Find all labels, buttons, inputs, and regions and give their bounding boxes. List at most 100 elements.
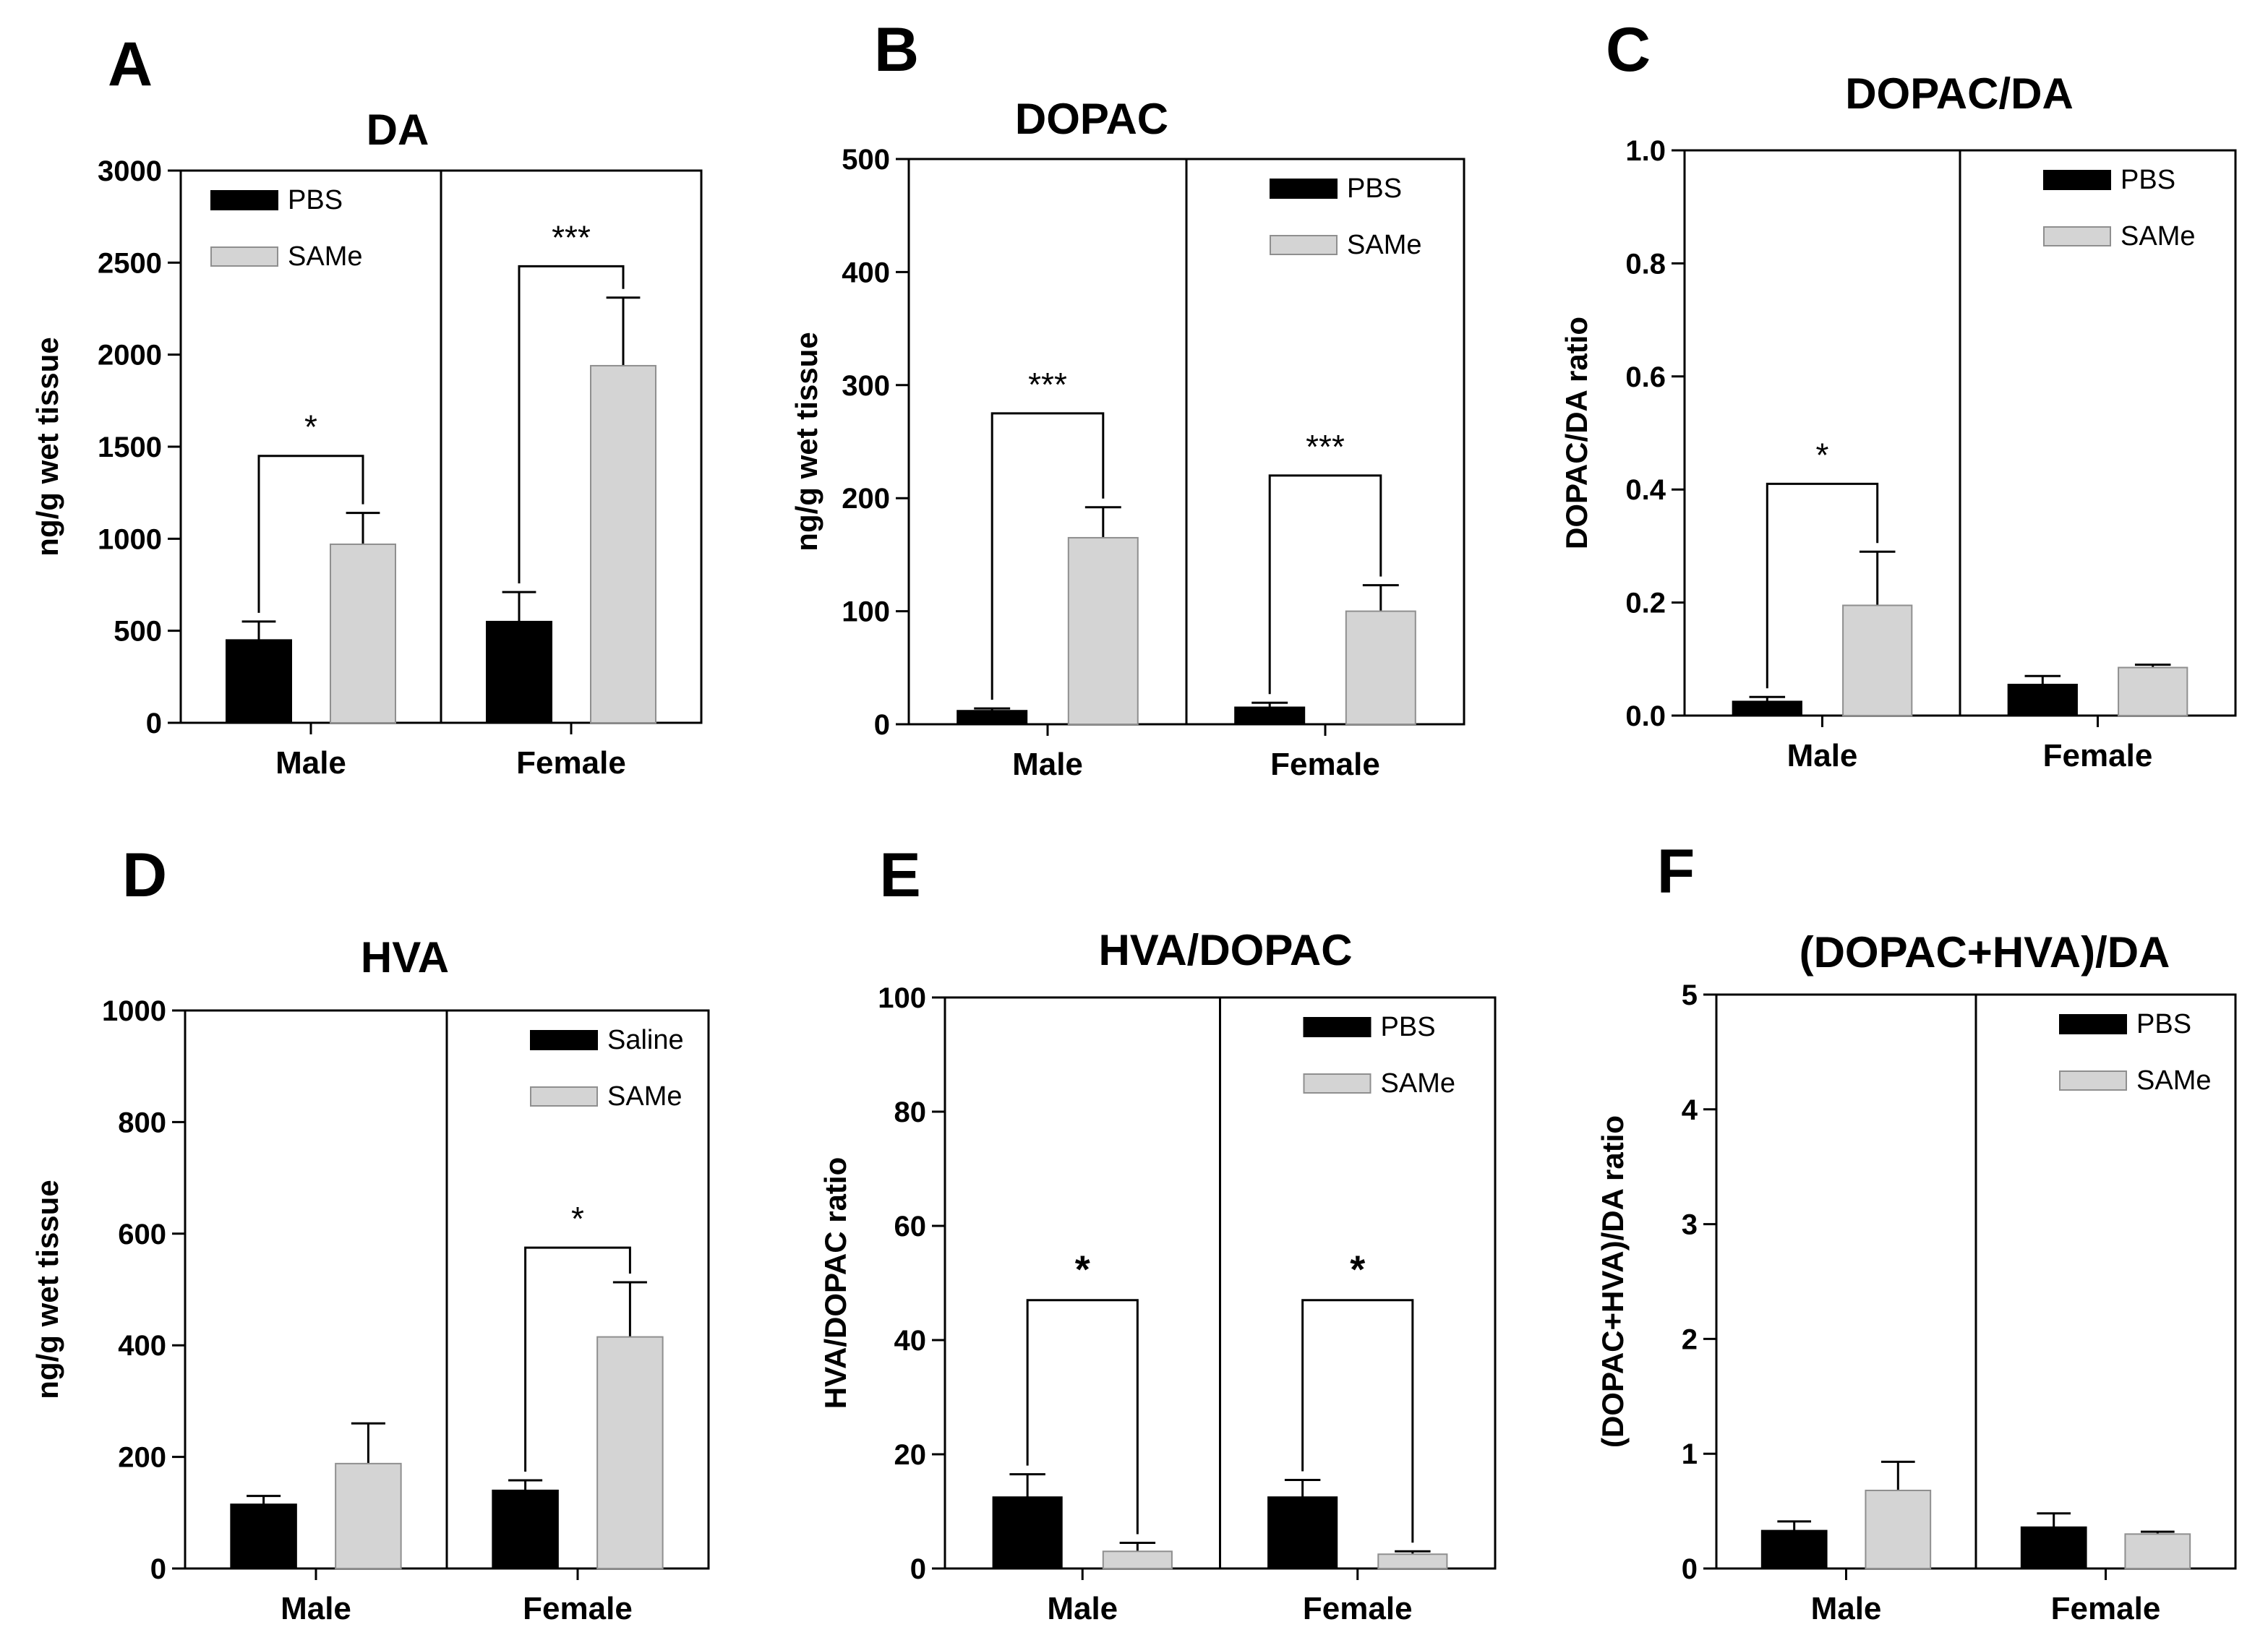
bar-pbs-female <box>486 620 552 724</box>
chart-panel-a: A DA 0 500 1000 1500 2000 2500 3000 ng/g wet tiss… <box>30 30 703 781</box>
bar-same-male <box>1067 536 1139 725</box>
y-tick-label: 80 <box>894 1096 927 1128</box>
legend-label: Saline <box>607 1025 684 1055</box>
y-tick-label: 60 <box>894 1211 927 1243</box>
bar-pbs-female <box>1267 1496 1338 1569</box>
bar-pbs-female <box>2007 683 2078 716</box>
y-axis-label: DOPAC/DA ratio <box>1559 317 1593 549</box>
y-tick-label: 0 <box>910 1553 926 1585</box>
x-tick-label: Female <box>523 1591 633 1626</box>
x-tick-label: Male <box>1787 738 1858 773</box>
y-tick-label: 3000 <box>98 155 162 187</box>
x-tick-label: Male <box>275 745 346 781</box>
y-axis-label: ng/g wet tissue <box>789 332 823 551</box>
legend-swatch <box>1270 235 1338 255</box>
legend-label: PBS <box>2136 1009 2191 1039</box>
y-tick-label: 5 <box>1682 979 1698 1011</box>
legend-label: SAMe <box>1381 1068 1455 1099</box>
legend-swatch <box>1303 1017 1372 1037</box>
chart-panel-c: C DOPAC/DA 0.0 0.2 0.4 0.6 0.8 1.0 DOPAC/DA rati… <box>1559 15 2237 773</box>
legend-swatch <box>2059 1070 2127 1091</box>
bar-same-male <box>1842 604 1913 717</box>
legend-swatch <box>530 1086 598 1107</box>
legend-label: SAMe <box>1347 230 1421 260</box>
y-tick-label: 500 <box>842 144 890 176</box>
y-axis-label: HVA/DOPAC ratio <box>818 1157 852 1409</box>
significance-label: *** <box>1306 428 1345 465</box>
chart-title: DA <box>367 106 429 154</box>
bar-same-male <box>330 543 396 724</box>
chart-panel-e: E HVA/DOPAC 0 20 40 60 80 100 HVA/DOPAC ratio Mal… <box>818 841 1497 1626</box>
x-tick-label: Female <box>1270 747 1380 782</box>
x-tick-label: Male <box>1811 1591 1882 1626</box>
y-tick-label: 3 <box>1682 1209 1698 1241</box>
y-tick-label: 4 <box>1682 1094 1698 1126</box>
significance-label: * <box>1075 1248 1090 1292</box>
chart-panel-f: F (DOPAC+HVA)/DA 0 1 2 3 4 5 (DOPAC+HVA)/DA rati… <box>1596 837 2237 1626</box>
panel-letter: D <box>122 841 167 910</box>
legend-label: PBS <box>1347 173 1402 204</box>
y-tick-label: 400 <box>842 257 890 288</box>
y-axis-label: ng/g wet tissue <box>30 337 64 556</box>
significance-bracket <box>1268 474 1382 695</box>
y-tick-label: 20 <box>894 1439 927 1471</box>
x-tick-label: Female <box>1303 1591 1413 1626</box>
legend-swatch <box>1303 1073 1372 1094</box>
panel-letter: C <box>1606 15 1651 85</box>
y-axis-label: (DOPAC+HVA)/DA ratio <box>1596 1115 1630 1448</box>
y-tick-label: 1000 <box>98 523 162 555</box>
significance-bracket <box>1766 482 1879 689</box>
chart-title: DOPAC/DA <box>1845 69 2074 118</box>
legend-label: PBS <box>1381 1012 1436 1042</box>
x-tick-label: Female <box>2043 738 2153 773</box>
significance-label: * <box>1816 436 1829 473</box>
bar-pbs-male <box>992 1496 1063 1569</box>
bar-same-female <box>1345 610 1416 725</box>
significance-label: *** <box>1028 366 1067 403</box>
significance-bracket <box>1026 1299 1139 1535</box>
y-tick-label: 0.0 <box>1625 700 1666 732</box>
chart-title: HVA <box>361 933 449 982</box>
significance-label: * <box>1350 1248 1365 1292</box>
legend-label: SAMe <box>607 1081 682 1112</box>
y-tick-label: 0.2 <box>1625 588 1666 619</box>
bar-same-male <box>1865 1490 1932 1570</box>
x-tick-label: Male <box>281 1591 351 1626</box>
y-tick-label: 1000 <box>102 995 166 1027</box>
chart-title: HVA/DOPAC <box>1098 926 1352 974</box>
y-tick-label: 0.6 <box>1625 361 1666 393</box>
x-tick-label: Female <box>516 745 626 781</box>
y-tick-label: 0 <box>146 708 162 739</box>
y-tick-label: 0.4 <box>1625 474 1666 506</box>
y-axis-label: ng/g wet tissue <box>30 1180 64 1399</box>
y-tick-label: 2 <box>1682 1323 1698 1355</box>
y-tick-label: 2000 <box>98 340 162 372</box>
bar-saline-female <box>492 1489 559 1569</box>
legend-label: SAMe <box>288 241 362 272</box>
y-tick-label: 400 <box>118 1330 166 1362</box>
chart-panel-d: D HVA 0 200 400 600 800 1000 ng/g wet tissue Male… <box>30 841 710 1626</box>
y-tick-label: 200 <box>118 1442 166 1474</box>
panel-letter: E <box>879 841 920 910</box>
legend-swatch <box>2059 1014 2127 1034</box>
legend-swatch <box>530 1030 598 1050</box>
panel-letter: F <box>1657 837 1695 906</box>
y-tick-label: 500 <box>114 616 162 648</box>
y-tick-label: 0.8 <box>1625 248 1666 280</box>
y-tick-label: 0 <box>1682 1553 1698 1585</box>
significance-label: * <box>571 1200 584 1237</box>
significance-label: * <box>304 408 317 446</box>
bar-pbs-female <box>1234 706 1306 725</box>
significance-bracket <box>257 455 364 613</box>
y-tick-label: 1 <box>1682 1438 1698 1470</box>
chart-panel-b: B DOPAC 0 100 200 300 400 500 ng/g wet tissue Mal… <box>789 15 1465 782</box>
bar-pbs-male <box>957 710 1028 725</box>
legend-label: PBS <box>2121 165 2175 195</box>
bar-same-female <box>1377 1553 1448 1569</box>
y-tick-label: 800 <box>118 1107 166 1138</box>
y-tick-label: 1.0 <box>1625 135 1666 167</box>
y-tick-label: 2500 <box>98 247 162 279</box>
bar-same-male <box>335 1462 402 1570</box>
x-tick-label: Male <box>1012 747 1083 782</box>
